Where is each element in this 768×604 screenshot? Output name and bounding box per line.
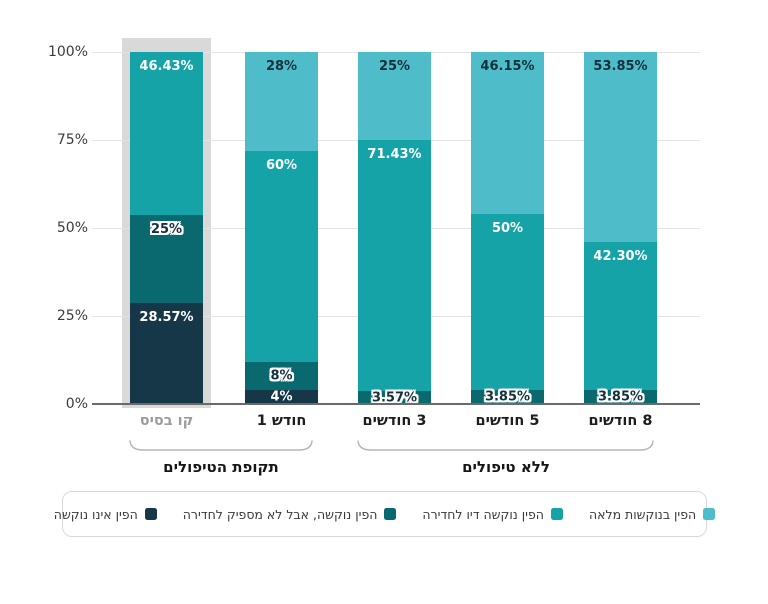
y-axis-tick-label: 50%: [56, 220, 88, 236]
legend-swatch-icon: [384, 508, 397, 520]
bar: 3.57% 71.43% 25%: [358, 52, 431, 405]
bar-segment: 25%: [130, 215, 203, 304]
legend-item-label: הפין אינו נוקשה: [53, 506, 138, 522]
segment-value-label: 71.43%: [367, 147, 422, 163]
y-axis-tick-label: 0%: [65, 396, 88, 412]
legend-swatch-icon: [144, 508, 157, 520]
legend-swatch-icon: [550, 508, 563, 520]
bar-segment: 3.85%: [471, 390, 544, 405]
bar-segment: 3.57%: [358, 390, 431, 405]
segment-value-label: 46.15%: [480, 59, 535, 75]
segment-value-label: 60%: [265, 157, 298, 173]
segment-value-label: 25%: [150, 222, 183, 238]
bar-segment: 53.85%: [584, 52, 657, 242]
segment-value-label: 28.57%: [139, 310, 194, 326]
x-axis-category-label: חודש 1: [256, 413, 307, 429]
group-brace-no-treatment: [357, 440, 654, 451]
legend: הפין בנוקשות מלאה הפין נוקשה דיו לחדירה הפ…: [54, 491, 716, 537]
segment-value-label: 3.57%: [371, 390, 418, 406]
bar-segment: 3.85%: [584, 390, 657, 405]
legend-item: הפין בנוקשות מלאה: [588, 506, 716, 522]
legend-item-label: הפין בנוקשות מלאה: [588, 506, 697, 522]
y-axis-tick-label: 25%: [56, 308, 88, 324]
bar-segment: 8%: [245, 361, 318, 390]
bar-segment: 71.43%: [358, 140, 431, 392]
segment-value-label: 42.30%: [593, 248, 648, 264]
segment-value-label: 50%: [491, 221, 524, 237]
segment-value-label: 53.85%: [593, 59, 648, 75]
group-brace-treatment: [129, 440, 313, 451]
x-axis-category-label: 8 חודשים: [588, 413, 653, 429]
legend-item: הפין נוקשה דיו לחדירה: [422, 507, 563, 522]
legend-item: הפין נוקשה, אבל לא מספיק לחדירה: [183, 507, 397, 522]
bar: 3.85% 42.30% 53.85%: [584, 52, 657, 405]
bar-segment: 60%: [245, 150, 318, 362]
legend-item-label: הפין נוקשה, אבל לא מספיק לחדירה: [182, 506, 378, 522]
bar: 3.85% 50% 46.15%: [471, 52, 544, 405]
bar-segment: 4%: [245, 389, 318, 404]
bar-segment: 46.15%: [471, 52, 544, 215]
x-axis-category-label: 3 חודשים: [362, 413, 427, 429]
segment-value-label: 3.85%: [484, 389, 531, 405]
segment-value-label: 8%: [270, 368, 293, 384]
legend-item-label: הפין נוקשה דיו לחדירה: [422, 506, 544, 522]
bar: 28.57% 25% 46.43%: [130, 52, 203, 404]
segment-value-label: 25%: [378, 59, 411, 74]
group-label-no-treatment: ללא טיפולים: [462, 458, 550, 476]
segment-value-label: 28%: [265, 59, 298, 75]
x-axis-line: [92, 403, 700, 405]
y-axis-tick-label: 100%: [47, 44, 88, 60]
legend-item: הפין אינו נוקשה: [54, 507, 157, 522]
segment-value-label: 46.43%: [139, 59, 194, 75]
bar-segment: 28.57%: [130, 303, 203, 404]
bar-segment: 28%: [245, 52, 318, 151]
legend-swatch-icon: [703, 508, 716, 520]
bar: 4% 8% 60% 28%: [245, 52, 318, 404]
segment-value-label: 4%: [270, 389, 293, 405]
x-axis-category-label: קו בסיס: [139, 413, 194, 429]
x-axis-category-label: 5 חודשים: [475, 413, 540, 429]
bar-segment: 46.43%: [130, 52, 203, 216]
bar-segment: 25%: [358, 52, 431, 140]
bar-segment: 50%: [471, 214, 544, 391]
segment-value-label: 3.85%: [597, 389, 644, 405]
y-axis-tick-label: 75%: [56, 132, 88, 148]
group-label-treatment: תקופת הטיפולים: [163, 458, 279, 476]
bar-segment: 42.30%: [584, 241, 657, 391]
